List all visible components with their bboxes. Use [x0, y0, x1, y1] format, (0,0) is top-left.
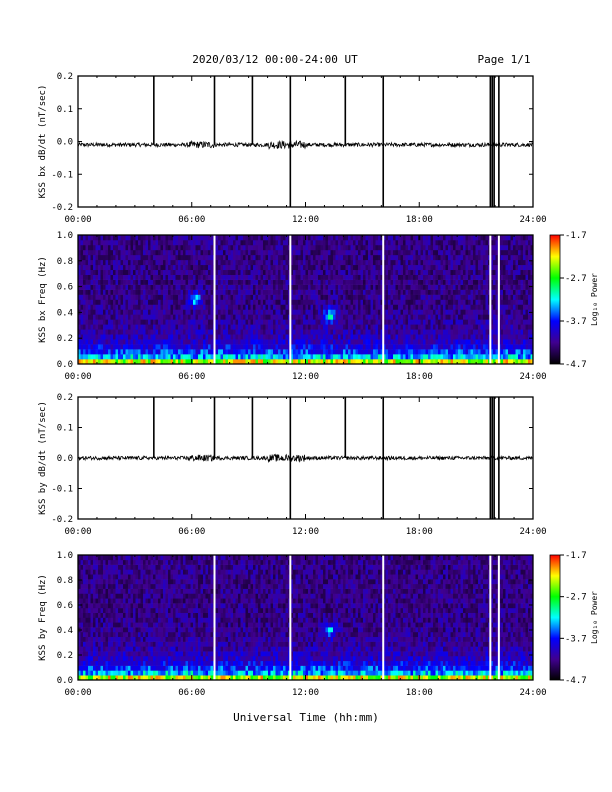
y-tick-label: 0.2	[57, 334, 73, 344]
x-axis-title: Universal Time (hh:mm)	[233, 711, 379, 724]
y-tick-label: 0.2	[57, 393, 73, 403]
y-tick-label: 0.4	[57, 626, 73, 636]
colorbar-tick-label: -3.7	[565, 634, 587, 644]
colorbar	[549, 234, 561, 365]
y-tick-label: -0.1	[51, 170, 73, 180]
colorbar-tick-label: -4.7	[565, 676, 587, 686]
colorbar-tick-label: -1.7	[565, 551, 587, 561]
x-tick-label: 06:00	[178, 215, 205, 225]
y-tick-label: -0.2	[51, 203, 73, 213]
colorbar-title: Log₁₀ Power	[590, 591, 599, 644]
colorbar-tick-label: -4.7	[565, 360, 587, 370]
x-tick-label: 12:00	[292, 688, 319, 698]
data-gap	[213, 235, 216, 364]
signal-trace	[77, 453, 534, 464]
colorbar-title: Log₁₀ Power	[590, 273, 599, 326]
x-tick-label: 00:00	[64, 215, 91, 225]
y-axis-title: KSS bx Freq (Hz)	[38, 256, 48, 343]
x-tick-label: 18:00	[406, 688, 433, 698]
data-gap	[497, 235, 500, 364]
x-tick-label: 12:00	[292, 527, 319, 537]
data-gap	[382, 235, 385, 364]
y-tick-label: 0.0	[57, 454, 73, 464]
panel-frame	[77, 75, 534, 208]
x-tick-label: 06:00	[178, 527, 205, 537]
y-tick-label: 0.6	[57, 283, 73, 293]
y-tick-label: 0.8	[57, 257, 73, 267]
data-gap	[289, 555, 292, 680]
colorbar-tick-label: -2.7	[565, 274, 587, 284]
y-axis-title: KSS by dB/dt (nT/sec)	[38, 401, 48, 515]
x-tick-label: 06:00	[178, 372, 205, 382]
y-tick-label: 0.1	[57, 424, 73, 434]
x-tick-label: 06:00	[178, 688, 205, 698]
x-tick-label: 24:00	[519, 215, 546, 225]
y-axis-title: KSS bx dB/dt (nT/sec)	[38, 85, 48, 199]
data-gap	[382, 555, 385, 680]
x-tick-label: 00:00	[64, 527, 91, 537]
colorbar-tick-label: -2.7	[565, 593, 587, 603]
y-tick-label: 0.2	[57, 651, 73, 661]
x-tick-label: 00:00	[64, 688, 91, 698]
data-gap	[213, 555, 216, 680]
x-tick-label: 12:00	[292, 215, 319, 225]
panels: 00:00 06:00 12:00 18:00 24:00 0.2 0.1 0.0 -0.1 -0…	[38, 72, 599, 698]
y-tick-label: -0.2	[51, 515, 73, 525]
colorbar	[549, 554, 561, 681]
data-gap	[497, 555, 500, 680]
y-tick-label: -0.1	[51, 485, 73, 495]
x-tick-label: 00:00	[64, 372, 91, 382]
spectrogram-cells	[78, 235, 534, 365]
x-tick-label: 24:00	[519, 372, 546, 382]
x-tick-label: 18:00	[406, 215, 433, 225]
y-tick-label: 0.1	[57, 105, 73, 115]
y-tick-label: 1.0	[57, 551, 73, 561]
x-tick-label: 24:00	[519, 527, 546, 537]
colorbar-tick-label: -1.7	[565, 231, 587, 241]
y-tick-label: 0.8	[57, 576, 73, 586]
x-tick-label: 12:00	[292, 372, 319, 382]
y-tick-label: 0.4	[57, 308, 73, 318]
signal-trace	[77, 139, 534, 150]
data-gap	[289, 235, 292, 364]
page-indicator: Page 1/1	[478, 53, 531, 66]
y-tick-label: 1.0	[57, 231, 73, 241]
data-gap	[489, 235, 492, 364]
x-tick-label: 18:00	[406, 527, 433, 537]
y-tick-label: 0.0	[57, 676, 73, 686]
y-tick-label: 0.2	[57, 72, 73, 82]
colorbar-tick-label: -3.7	[565, 317, 587, 327]
x-tick-label: 18:00	[406, 372, 433, 382]
y-tick-label: 0.0	[57, 360, 73, 370]
x-tick-label: 24:00	[519, 688, 546, 698]
y-axis-title: KSS by Freq (Hz)	[38, 574, 48, 661]
y-tick-label: 0.0	[57, 138, 73, 148]
report-title: 2020/03/12 00:00-24:00 UT	[192, 53, 358, 66]
data-gap	[489, 555, 492, 680]
spectrogram-cells	[78, 555, 534, 681]
y-tick-label: 0.6	[57, 601, 73, 611]
